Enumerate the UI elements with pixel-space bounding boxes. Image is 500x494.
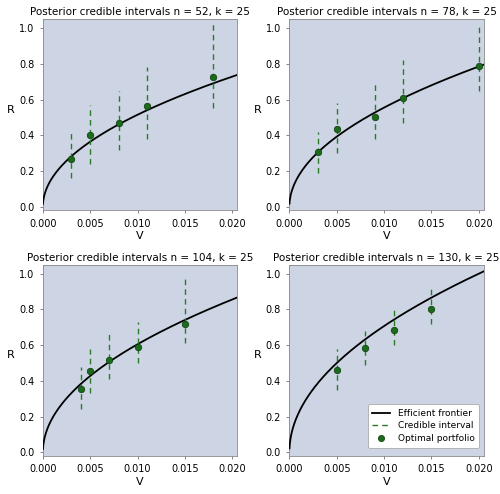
X-axis label: V: V <box>136 477 143 487</box>
Title: Posterior credible intervals n = 104, k = 25: Posterior credible intervals n = 104, k … <box>26 252 253 262</box>
Title: Posterior credible intervals n = 78, k = 25: Posterior credible intervals n = 78, k =… <box>276 7 496 17</box>
Point <box>475 63 483 71</box>
Point <box>370 113 378 121</box>
X-axis label: V: V <box>382 477 390 487</box>
Y-axis label: R: R <box>254 105 261 115</box>
Y-axis label: R: R <box>7 105 14 115</box>
Point <box>86 131 94 139</box>
X-axis label: V: V <box>382 232 390 242</box>
Point <box>143 102 151 110</box>
Point <box>105 356 113 364</box>
Point <box>361 344 369 352</box>
X-axis label: V: V <box>136 232 143 242</box>
Point <box>332 125 340 133</box>
Point <box>210 73 218 81</box>
Point <box>181 320 189 328</box>
Legend: Efficient frontier, Credible interval, Optimal portfolio: Efficient frontier, Credible interval, O… <box>368 405 479 448</box>
Point <box>114 119 122 127</box>
Point <box>428 305 436 313</box>
Y-axis label: R: R <box>7 350 14 360</box>
Title: Posterior credible intervals n = 52, k = 25: Posterior credible intervals n = 52, k =… <box>30 7 250 17</box>
Point <box>76 385 84 393</box>
Y-axis label: R: R <box>254 350 261 360</box>
Point <box>86 367 94 375</box>
Point <box>390 326 398 334</box>
Point <box>134 343 141 351</box>
Point <box>68 155 76 163</box>
Title: Posterior credible intervals n = 130, k = 25: Posterior credible intervals n = 130, k … <box>274 252 500 262</box>
Point <box>332 366 340 374</box>
Point <box>314 148 322 156</box>
Point <box>399 94 407 102</box>
